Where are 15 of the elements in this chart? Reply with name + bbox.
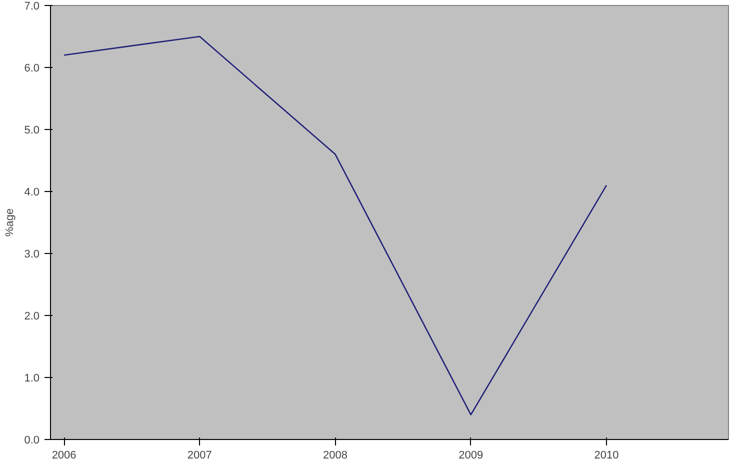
y-tick-label: 2.0: [24, 310, 40, 322]
y-tick-label: 6.0: [24, 62, 40, 74]
y-tick-label: 7.0: [24, 0, 40, 12]
y-tick-label: 4.0: [24, 186, 40, 198]
y-tick-label: 0.0: [24, 434, 40, 446]
y-tick-label: 3.0: [24, 248, 40, 260]
x-tick-label: 2010: [594, 450, 619, 461]
x-tick-label: 2009: [458, 450, 484, 461]
x-tick-label: 2008: [323, 450, 348, 461]
line-series: [63, 36, 608, 416]
x-tick-label: 2007: [187, 450, 212, 461]
x-tick-label: 2006: [52, 450, 76, 461]
y-axis-title: %age: [4, 208, 16, 237]
y-tick-label: 1.0: [24, 372, 40, 384]
y-tick-label: 5.0: [24, 124, 40, 136]
